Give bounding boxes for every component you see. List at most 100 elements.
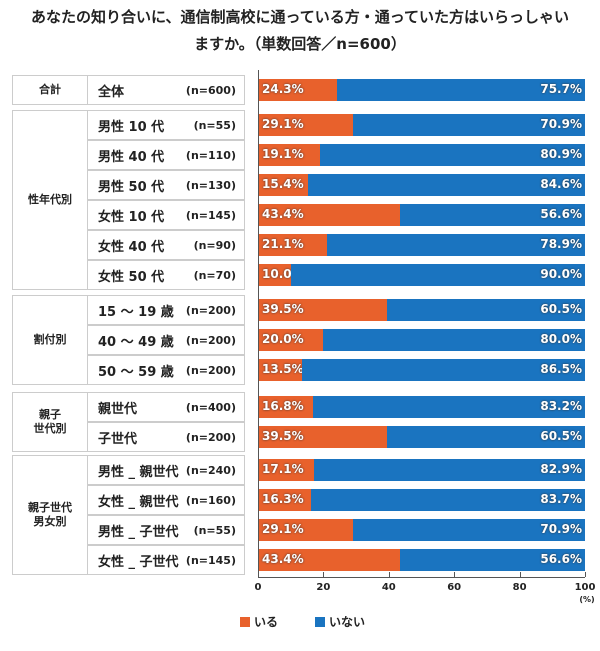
row-sample-size: (n=145) <box>185 208 236 222</box>
bar-segment-iru <box>258 79 338 101</box>
row-label: 全体 (n=600) <box>87 75 245 105</box>
bar-segment-iru <box>258 329 324 351</box>
row-sample-size: (n=600) <box>185 83 236 97</box>
row-sample-size: (n=240) <box>185 463 236 477</box>
row-label: 子世代 (n=200) <box>87 422 245 452</box>
x-axis-line <box>258 577 585 578</box>
bar-segment-inai <box>399 204 585 226</box>
bar-segment-iru <box>258 299 388 321</box>
bar-row: 24.3% 75.7% <box>258 79 585 101</box>
bar-segment-inai <box>323 329 585 351</box>
row-name: 女性 _ 子世代 <box>98 554 179 570</box>
bar-row: 20.0% 80.0% <box>258 329 585 351</box>
x-tick-mark <box>454 572 456 577</box>
row-name: 男性 _ 親世代 <box>98 464 179 480</box>
value-label-inai: 70.9% <box>540 522 582 536</box>
row-label: 男性 _ 子世代 (n=55) <box>87 515 245 545</box>
legend-swatch <box>315 616 325 627</box>
value-label-inai: 83.7% <box>540 492 582 506</box>
bar-segment-inai <box>326 234 585 256</box>
value-label-iru: 16.8% <box>262 399 304 413</box>
value-label-iru: 21.1% <box>262 237 304 251</box>
bar-row: 39.5% 60.5% <box>258 299 585 321</box>
row-label: 男性 10 代 (n=55) <box>87 110 245 140</box>
row-sample-size: (n=70) <box>193 268 236 282</box>
x-tick-label: 60 <box>447 582 462 593</box>
bar-row: 39.5% 60.5% <box>258 426 585 448</box>
bar-segment-inai <box>337 79 585 101</box>
bar-row: 16.3% 83.7% <box>258 489 585 511</box>
value-label-iru: 43.4% <box>262 207 304 221</box>
bar-row: 19.1% 80.9% <box>258 144 585 166</box>
x-tick-mark <box>323 572 325 577</box>
bar-row: 15.4% 84.6% <box>258 174 585 196</box>
value-label-iru: 20.0% <box>262 332 304 346</box>
row-label: 女性 40 代 (n=90) <box>87 230 245 260</box>
row-name: 全体 <box>98 84 125 100</box>
x-tick-label: 80 <box>512 582 527 593</box>
value-label-iru: 43.4% <box>262 552 304 566</box>
bar-segment-iru <box>258 549 400 571</box>
legend-label: いる <box>254 615 279 629</box>
row-name: 男性 50 代 <box>98 179 165 195</box>
bar-segment-inai <box>353 519 585 541</box>
value-label-iru: 24.3% <box>262 82 304 96</box>
group-label: 割付別 <box>12 295 88 385</box>
group-label: 性年代別 <box>12 110 88 290</box>
legend-swatch <box>240 616 250 627</box>
row-sample-size: (n=400) <box>185 400 236 414</box>
row-name: 子世代 <box>98 431 138 447</box>
value-label-inai: 80.0% <box>540 332 582 346</box>
value-label-iru: 16.3% <box>262 492 304 506</box>
x-axis-unit: (%) <box>579 595 595 604</box>
row-sample-size: (n=200) <box>185 333 236 347</box>
bar-row: 16.8% 83.2% <box>258 396 585 418</box>
value-label-iru: 17.1% <box>262 462 304 476</box>
bar-segment-iru <box>258 519 354 541</box>
value-label-inai: 70.9% <box>540 117 582 131</box>
bar-segment-inai <box>399 549 585 571</box>
bar-segment-inai <box>387 426 585 448</box>
row-label: 男性 50 代 (n=130) <box>87 170 245 200</box>
bar-row: 29.1% 70.9% <box>258 114 585 136</box>
row-label: 女性 10 代 (n=145) <box>87 200 245 230</box>
title-line-2: ますか。（単数回答／n=600） <box>194 35 406 53</box>
value-label-inai: 60.5% <box>540 429 582 443</box>
bar-segment-iru <box>258 489 312 511</box>
row-name: 40 ～ 49 歳 <box>98 334 174 350</box>
group-label: 親子世代 男女別 <box>12 455 88 575</box>
value-label-inai: 56.6% <box>540 552 582 566</box>
row-label: 女性 50 代 (n=70) <box>87 260 245 290</box>
row-name: 女性 50 代 <box>98 269 165 285</box>
value-label-inai: 78.9% <box>540 237 582 251</box>
value-label-iru: 13.5% <box>262 362 304 376</box>
row-name: 女性 _ 親世代 <box>98 494 179 510</box>
bar-segment-iru <box>258 114 354 136</box>
value-label-iru: 39.5% <box>262 429 304 443</box>
row-name: 15 ～ 19 歳 <box>98 304 174 320</box>
value-label-inai: 60.5% <box>540 302 582 316</box>
bar-segment-inai <box>290 264 585 286</box>
row-label: 男性 40 代 (n=110) <box>87 140 245 170</box>
legend-item: いない <box>315 613 365 630</box>
row-label: 親世代 (n=400) <box>87 392 245 422</box>
bar-segment-iru <box>258 174 309 196</box>
row-sample-size: (n=90) <box>193 238 236 252</box>
row-name: 親世代 <box>98 401 138 417</box>
row-label: 男性 _ 親世代 (n=240) <box>87 455 245 485</box>
x-tick-mark <box>258 572 259 577</box>
value-label-inai: 83.2% <box>540 399 582 413</box>
value-label-iru: 15.4% <box>262 177 304 191</box>
bar-segment-inai <box>353 114 585 136</box>
value-label-iru: 29.1% <box>262 117 304 131</box>
row-label: 40 ～ 49 歳 (n=200) <box>87 325 245 355</box>
row-name: 50 ～ 59 歳 <box>98 364 174 380</box>
bar-row: 21.1% 78.9% <box>258 234 585 256</box>
value-label-inai: 56.6% <box>540 207 582 221</box>
bar-segment-inai <box>311 489 585 511</box>
chart-title: あなたの知り合いに、通信制高校に通っている方・通っていた方はいらっしゃい ますか… <box>0 4 600 58</box>
x-tick-mark <box>519 572 521 577</box>
bar-segment-inai <box>308 174 585 196</box>
row-sample-size: (n=200) <box>185 430 236 444</box>
title-line-1: あなたの知り合いに、通信制高校に通っている方・通っていた方はいらっしゃい <box>30 8 570 26</box>
